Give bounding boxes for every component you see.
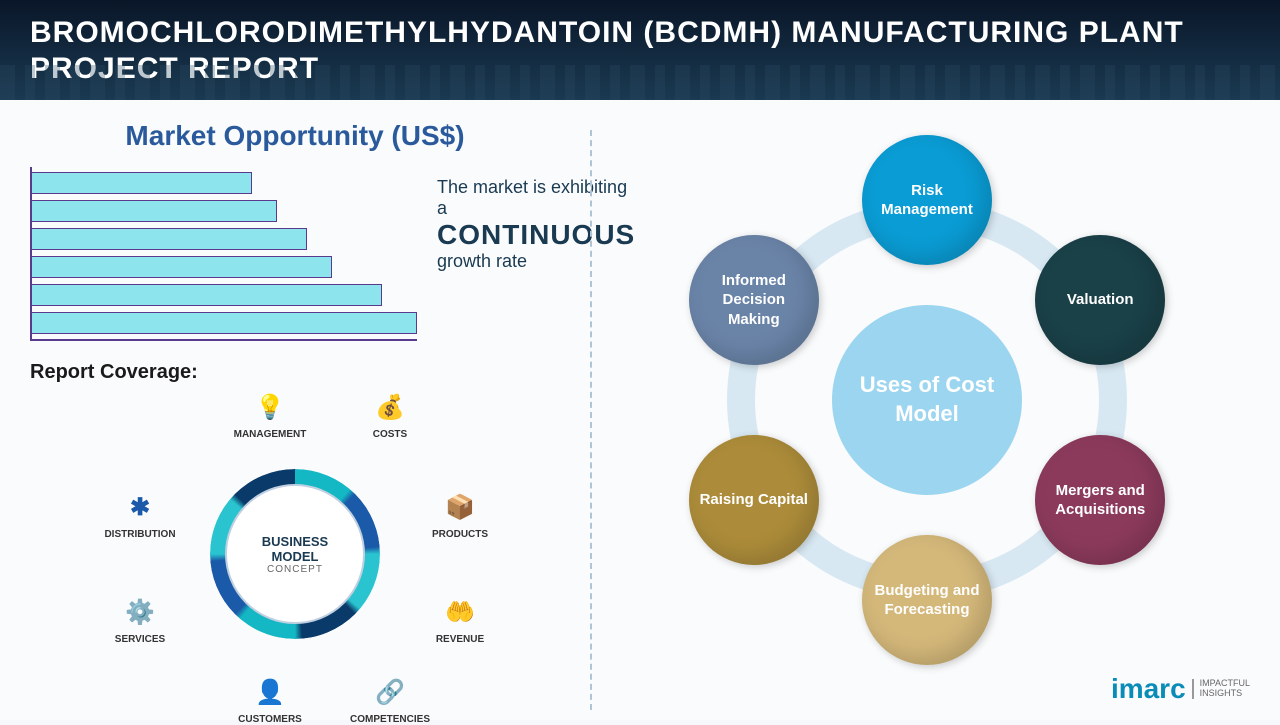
bm-node: 👤CUSTOMERS [225, 674, 315, 725]
bm-label: COSTS [345, 429, 435, 440]
cost-node: Budgeting and Forecasting [862, 535, 992, 665]
coverage-title: Report Coverage: [30, 361, 560, 384]
bm-icon: 💰 [372, 389, 408, 425]
bm-center: BUSINESS MODEL CONCEPT [225, 484, 365, 624]
business-model-diagram: BUSINESS MODEL CONCEPT 💡MANAGEMENT💰COSTS… [85, 394, 505, 714]
bar [32, 256, 332, 278]
bm-center-line3: CONCEPT [267, 564, 323, 575]
market-chart: The market is exhibiting a CONTINUOUS gr… [30, 167, 560, 341]
logo-tag2: INSIGHTS [1200, 689, 1250, 699]
bm-node: 🤲 REVENUE [415, 594, 505, 645]
bm-icon: ⚙️ [122, 594, 158, 630]
cost-node: Mergers and Acquisitions [1035, 435, 1165, 565]
logo-text: imarc [1111, 673, 1186, 705]
coverage-section: Report Coverage: BUSINESS MODEL CONCEPT … [30, 361, 560, 714]
bm-icon: ✱ [122, 489, 158, 525]
bm-icon: 👤 [252, 674, 288, 710]
bm-center-line2: MODEL [272, 549, 319, 564]
bar [32, 200, 277, 222]
bm-node: 🔗COMPETENCIES [345, 674, 435, 725]
header: BROMOCHLORODIMETHYLHYDANTOIN (BCDMH) MAN… [0, 0, 1280, 100]
right-panel: Uses of Cost Model Risk Management Valuat… [592, 120, 1232, 700]
bm-label: DISTRIBUTION [95, 529, 185, 540]
bm-node: 📦 PRODUCTS [415, 489, 505, 540]
cost-node: Raising Capital [689, 435, 819, 565]
bm-node: 💡 MANAGEMENT [225, 389, 315, 440]
bar [32, 312, 417, 334]
bm-node: ⚙️ SERVICES [95, 594, 185, 645]
bar [32, 228, 307, 250]
cost-node: Informed Decision Making [689, 235, 819, 365]
left-panel: Market Opportunity (US$) The market is e… [30, 120, 590, 700]
bm-label: REVENUE [415, 634, 505, 645]
market-title: Market Opportunity (US$) [30, 120, 560, 152]
bm-icon: 💡 [252, 389, 288, 425]
bar [32, 172, 252, 194]
bar-chart [30, 167, 417, 341]
brand-logo: imarc IMPACTFUL INSIGHTS [1111, 673, 1250, 705]
content: Market Opportunity (US$) The market is e… [0, 100, 1280, 720]
bm-node: 💰 COSTS [345, 389, 435, 440]
bm-label: SERVICES [95, 634, 185, 645]
bm-node: ✱ DISTRIBUTION [95, 489, 185, 540]
bm-label: PRODUCTS [415, 529, 505, 540]
logo-tag: IMPACTFUL INSIGHTS [1192, 679, 1250, 699]
bm-center-line1: BUSINESS [262, 534, 328, 549]
bm-icon: 📦 [442, 489, 478, 525]
cost-center: Uses of Cost Model [832, 305, 1022, 495]
skyline-decoration [0, 65, 1280, 100]
bm-icon: 🤲 [442, 594, 478, 630]
cost-model-diagram: Uses of Cost Model Risk Management Valuat… [647, 120, 1207, 680]
bar [32, 284, 382, 306]
cost-node: Risk Management [862, 135, 992, 265]
bm-label: MANAGEMENT [225, 429, 315, 440]
bm-icon: 🔗 [372, 674, 408, 710]
cost-node: Valuation [1035, 235, 1165, 365]
